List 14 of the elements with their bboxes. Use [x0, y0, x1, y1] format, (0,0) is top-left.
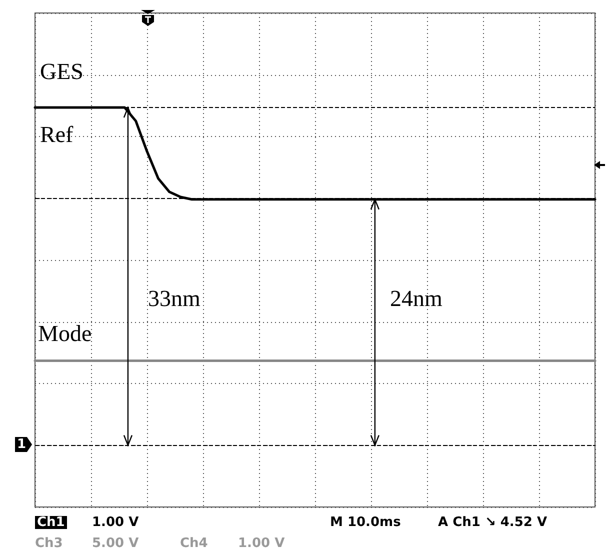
text: M 10.0ms: [330, 515, 401, 530]
text: 5.00 V: [92, 536, 139, 551]
text: 1.00 V: [92, 515, 139, 530]
text: Ch1: [35, 515, 67, 530]
annotation: Ref: [40, 122, 74, 147]
annotation: Mode: [38, 321, 92, 346]
text: 1: [15, 437, 32, 452]
text: Ch4: [180, 536, 208, 551]
text: Ch3: [35, 536, 63, 551]
annotation: 24nm: [390, 286, 442, 311]
text: A Ch1 ↘ 4.52 V: [438, 515, 548, 530]
text: 1.00 V: [238, 536, 285, 551]
text: GES: [40, 59, 84, 84]
annotation: 33nm: [148, 286, 200, 311]
